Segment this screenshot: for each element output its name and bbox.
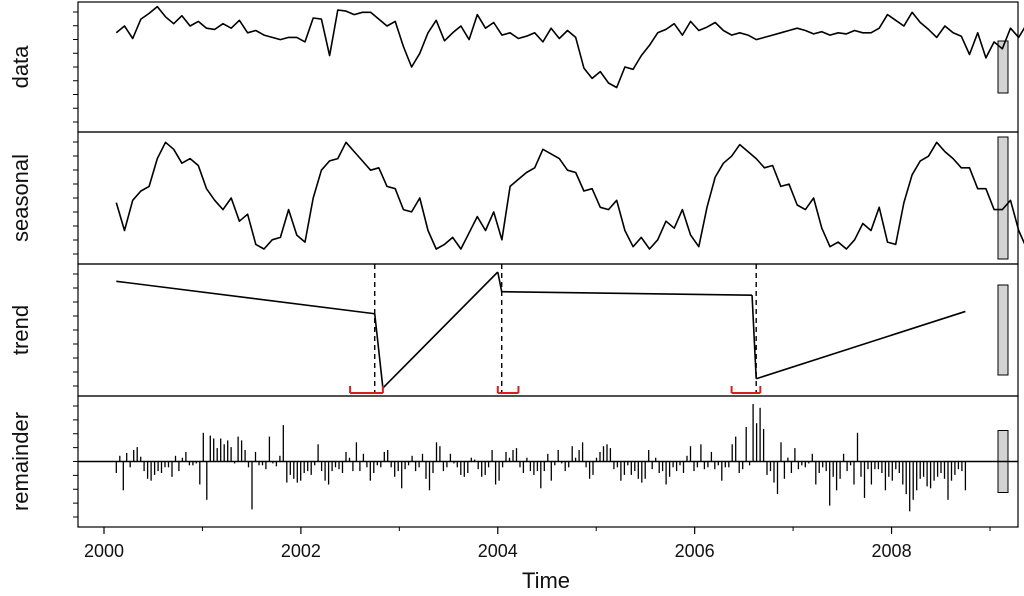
panel-trend: trend [8, 263, 1019, 397]
panel-frame [77, 263, 1019, 397]
x-axis: 2000 2002 2004 2006 2008 [84, 527, 991, 561]
x-tick-label: 2006 [675, 541, 715, 561]
x-tick-label: 2008 [872, 541, 912, 561]
series-line-seasonal [115, 141, 1024, 250]
chart-panels: data seasonal trend remainder [8, 1, 1024, 528]
panel-label-seasonal: seasonal [8, 154, 33, 242]
trend-jump [373, 313, 384, 389]
scale-bar-trend [997, 284, 1009, 376]
panel-label-remainder: remainder [8, 412, 33, 511]
series-line-data [115, 5, 1024, 89]
x-tick-label: 2000 [84, 541, 124, 561]
scale-bar-data [997, 40, 1009, 94]
panel-seasonal: seasonal [8, 131, 1024, 265]
trend-segment [382, 271, 499, 389]
trend-segment [116, 280, 375, 315]
panel-remainder: remainder [8, 395, 1019, 528]
scale-bar-seasonal [997, 136, 1009, 260]
x-tick-label: 2002 [281, 541, 321, 561]
panel-frame [77, 1, 1019, 133]
trend-segment [755, 310, 966, 380]
x-axis-title: Time [522, 568, 570, 593]
panel-label-trend: trend [8, 305, 33, 355]
trend-jump [496, 271, 503, 292]
panel-label-data: data [8, 45, 33, 89]
panel-data: data [8, 1, 1024, 133]
trend-segment [501, 290, 753, 296]
x-tick-label: 2004 [478, 541, 518, 561]
